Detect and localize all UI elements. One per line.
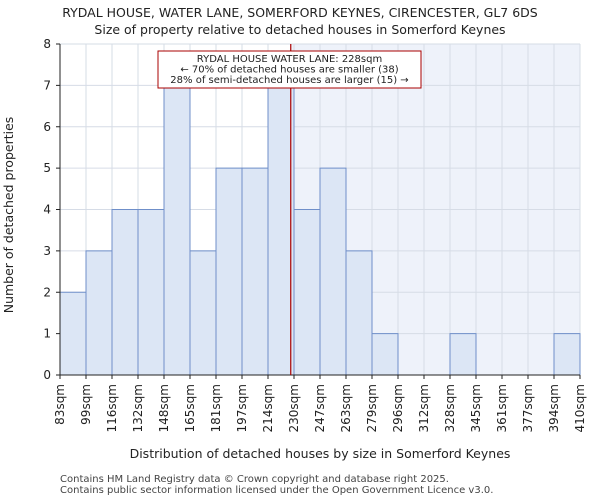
y-tick-label: 2 xyxy=(43,285,51,299)
x-tick-label: 116sqm xyxy=(105,384,119,432)
x-tick-label: 296sqm xyxy=(391,384,405,432)
y-tick-label: 1 xyxy=(43,327,51,341)
x-tick-label: 83sqm xyxy=(53,384,67,425)
x-tick-label: 312sqm xyxy=(417,384,431,432)
x-tick-label: 279sqm xyxy=(365,384,379,432)
x-tick-label: 328sqm xyxy=(443,384,457,432)
y-tick-label: 3 xyxy=(43,244,51,258)
y-tick-label: 5 xyxy=(43,161,51,175)
x-tick-label: 132sqm xyxy=(131,384,145,432)
annotation-line: 28% of semi-detached houses are larger (… xyxy=(170,75,408,86)
x-tick-label: 148sqm xyxy=(157,384,171,432)
bar-132sqm xyxy=(137,209,165,376)
bar-99sqm xyxy=(85,250,113,376)
footer-copyright: Contains HM Land Registry data © Crown c… xyxy=(60,474,449,485)
x-tick-label: 230sqm xyxy=(287,384,301,432)
footer-licence: Contains public sector information licen… xyxy=(60,485,494,496)
y-tick-label: 8 xyxy=(43,37,51,51)
x-tick-label: 361sqm xyxy=(495,384,509,432)
x-tick-label: 165sqm xyxy=(183,384,197,432)
x-tick-label: 263sqm xyxy=(339,384,353,432)
bar-181sqm xyxy=(215,167,243,376)
property-marker: RYDAL HOUSE WATER LANE: 228sqm← 70% of d… xyxy=(157,44,422,375)
annotation-box xyxy=(157,50,422,89)
bar-148sqm xyxy=(163,84,191,376)
chart-title: RYDAL HOUSE, WATER LANE, SOMERFORD KEYNE… xyxy=(62,5,538,20)
x-axis-label: Distribution of detached houses by size … xyxy=(130,446,511,461)
bar-328sqm xyxy=(449,333,477,376)
chart-subtitle: Size of property relative to detached ho… xyxy=(94,22,506,37)
chart-title-block: RYDAL HOUSE, WATER LANE, SOMERFORD KEYNE… xyxy=(0,4,600,38)
x-tick-label: 410sqm xyxy=(573,384,587,432)
x-tick-label: 214sqm xyxy=(261,384,275,432)
y-tick-label: 0 xyxy=(43,368,51,382)
x-tick-label: 99sqm xyxy=(79,384,93,425)
bar-116sqm xyxy=(111,209,139,376)
bar-230sqm xyxy=(293,209,321,376)
bar-279sqm xyxy=(371,333,399,376)
annotation-line: ← 70% of detached houses are smaller (38… xyxy=(180,65,398,76)
y-tick-labels: 0 1 2 3 4 5 6 7 8 xyxy=(43,37,60,382)
y-axis-label: Number of detached properties xyxy=(1,117,16,314)
bars xyxy=(59,84,581,376)
x-tick-label: 394sqm xyxy=(547,384,561,432)
annotation-line: RYDAL HOUSE WATER LANE: 228sqm xyxy=(197,54,382,65)
bar-165sqm xyxy=(189,250,217,376)
bar-197sqm xyxy=(241,167,269,376)
x-tick-label: 377sqm xyxy=(521,384,535,432)
y-tick-label: 6 xyxy=(43,120,51,134)
bar-394sqm xyxy=(553,333,581,376)
bar-263sqm xyxy=(345,250,373,376)
x-tick-label: 197sqm xyxy=(235,384,249,432)
bar-83sqm xyxy=(59,291,87,376)
y-tick-label: 7 xyxy=(43,78,51,92)
bar-247sqm xyxy=(319,167,347,376)
x-tick-labels: 83sqm 99sqm 116sqm 132sqm 148sqm 165sqm 181sqm… xyxy=(53,375,587,432)
x-tick-label: 247sqm xyxy=(313,384,327,432)
y-tick-label: 4 xyxy=(43,203,51,217)
bar-214sqm xyxy=(267,84,295,376)
x-tick-label: 181sqm xyxy=(209,384,223,432)
x-tick-label: 345sqm xyxy=(469,384,483,432)
